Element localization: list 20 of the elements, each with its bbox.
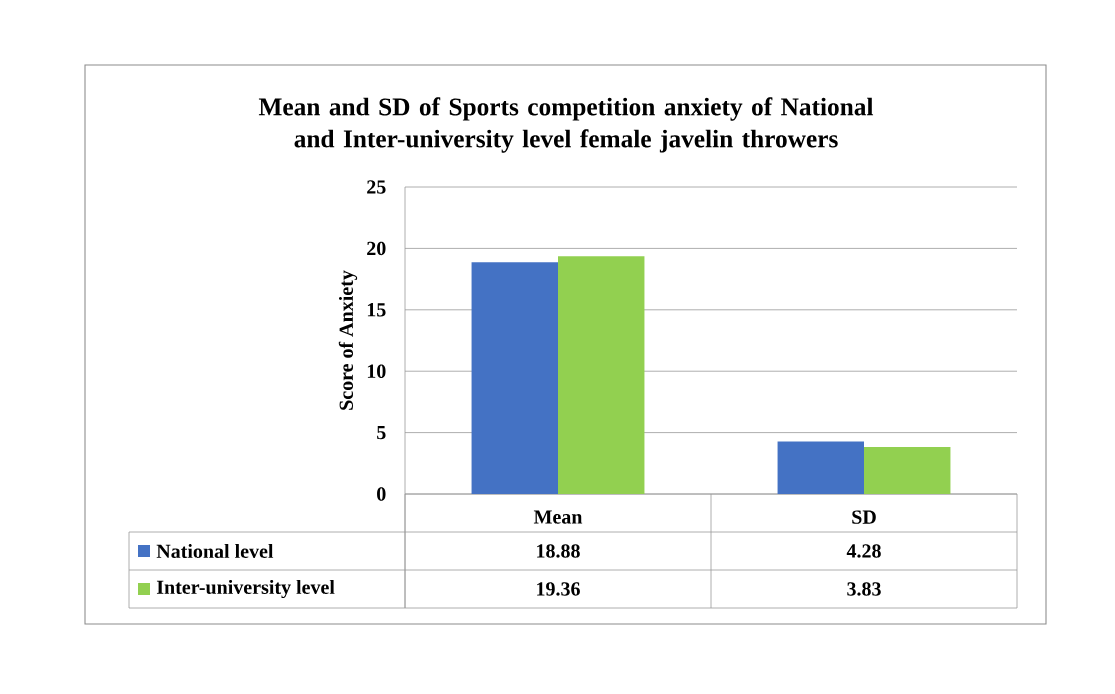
bar <box>558 256 645 495</box>
y-tick-label: 5 <box>377 425 386 440</box>
data-label: 3.83 <box>847 582 881 596</box>
bar <box>864 446 951 495</box>
y-tick-label: 20 <box>367 241 386 256</box>
y-tick-label: 15 <box>367 303 386 317</box>
legend-label: Inter-university level <box>156 579 335 599</box>
legend-label: National level <box>156 543 274 559</box>
data-label: 4.28 <box>846 544 881 558</box>
data-label: 18.88 <box>537 544 580 558</box>
bar <box>471 262 558 495</box>
y-tick-label: 0 <box>377 487 386 501</box>
x-tick-label: SD <box>852 510 876 524</box>
y-tick-label: 10 <box>367 364 386 378</box>
x-tick-label: Mean <box>533 510 583 524</box>
chart-title: Mean and SD of Sports competition anxiety of National and Inter-university level female javelin throwers <box>258 97 874 153</box>
data-label: 19.36 <box>537 582 580 596</box>
y-tick-label: 25 <box>367 180 386 194</box>
bar <box>777 441 864 495</box>
y-axis-title: Score of Anxiety <box>338 270 358 410</box>
